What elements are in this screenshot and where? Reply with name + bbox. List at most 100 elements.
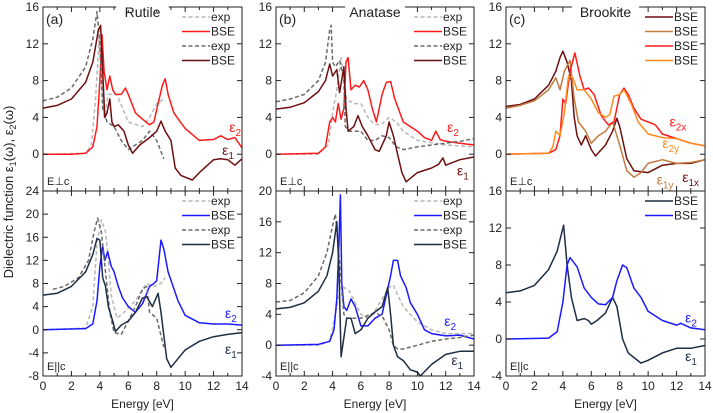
- panel-title: Rutile: [125, 4, 161, 20]
- epsilon-symbol: ε: [685, 348, 691, 364]
- x-tick-label: 8: [386, 379, 393, 393]
- epsilon-subscript: 2: [235, 128, 241, 139]
- x-tick-label: 12: [207, 379, 221, 393]
- y-tick-label: 4: [32, 110, 39, 124]
- legend-label: BSE: [674, 194, 698, 208]
- y-tick-label: 16: [489, 184, 503, 198]
- epsilon-subscript: 2: [453, 128, 459, 139]
- legend-label: exp: [211, 223, 231, 237]
- legend-label: BSE: [674, 39, 698, 53]
- title-gap: [345, 5, 405, 10]
- series-line-eps2-exp: [43, 38, 165, 155]
- legend-label: exp: [211, 194, 231, 208]
- epsilon-symbol: ε: [657, 172, 663, 188]
- epsilon-symbol: ε: [669, 114, 675, 130]
- curve-annotation: ε2: [447, 119, 459, 139]
- curve-annotation: ε2x: [669, 114, 686, 134]
- x-tick-label: 10: [411, 379, 425, 393]
- epsilon-symbol: ε: [444, 313, 450, 329]
- y-tick-label: 16: [26, 230, 40, 244]
- x-tick-label: 4: [329, 379, 336, 393]
- x-tick-label: 6: [125, 379, 132, 393]
- y-tick-label: 8: [32, 74, 39, 88]
- curve-annotation: ε2: [685, 309, 697, 329]
- polarization-label: E||c: [510, 361, 529, 373]
- y-tick-label: -4: [261, 369, 272, 383]
- legend-label: BSE: [443, 238, 467, 252]
- x-tick-label: 0: [503, 379, 510, 393]
- epsilon-symbol: ε: [662, 135, 668, 151]
- y-tick-label: -4: [491, 369, 502, 383]
- epsilon-symbol: ε: [225, 305, 231, 321]
- epsilon-symbol: ε: [682, 169, 688, 185]
- series-line-eps1y-bse: [506, 59, 705, 178]
- y-tick-label: -4: [28, 346, 39, 360]
- curve-annotation: ε1: [451, 352, 463, 372]
- epsilon-subscript: 2: [691, 318, 697, 329]
- legend-label: BSE: [674, 25, 698, 39]
- x-tick-label: 6: [358, 379, 365, 393]
- x-axis-label: Energy [eV]: [111, 397, 174, 411]
- series-line-eps2x-bse: [506, 52, 705, 155]
- y-tick-label: 4: [265, 307, 272, 321]
- y-tick-label: 20: [259, 184, 273, 198]
- x-tick-label: 12: [439, 379, 453, 393]
- legend-label: exp: [211, 10, 231, 24]
- epsilon-symbol: ε: [685, 309, 691, 325]
- epsilon-symbol: ε: [457, 162, 463, 178]
- series-line-eps1x-bse: [506, 50, 705, 174]
- polarization-label: E⊥c: [510, 176, 533, 188]
- y-tick-label: 16: [489, 0, 503, 14]
- panel-title: Anatase: [349, 4, 401, 20]
- legend-label: exp: [443, 223, 463, 237]
- legend-label: exp: [443, 194, 463, 208]
- polarization-label: E||c: [47, 361, 66, 373]
- y-tick-label: 4: [495, 110, 502, 124]
- y-tick-label: 16: [26, 0, 40, 14]
- curve-annotation: ε1: [685, 348, 697, 368]
- y-tick-label: 4: [495, 295, 502, 309]
- x-tick-label: 10: [641, 379, 655, 393]
- x-tick-label: 0: [273, 379, 280, 393]
- series-line-eps1-exp: [52, 217, 165, 348]
- series-line-eps1-exp: [43, 10, 165, 160]
- epsilon-symbol: ε: [451, 352, 457, 368]
- curve-annotation: ε2: [444, 313, 456, 333]
- series-line-eps2-bse: [43, 33, 242, 155]
- x-tick-label: 14: [698, 379, 712, 393]
- y-tick-label: 12: [26, 37, 40, 51]
- epsilon-subscript: 2: [451, 322, 457, 333]
- epsilon-symbol: ε: [225, 341, 231, 357]
- epsilon-subscript: 1: [458, 361, 464, 372]
- epsilon-symbol: ε: [229, 119, 235, 135]
- y-label-part: 1: [8, 161, 18, 166]
- y-tick-label: 12: [259, 37, 273, 51]
- x-tick-label: 8: [153, 379, 160, 393]
- curve-annotation: ε2: [225, 305, 237, 325]
- legend-label: BSE: [211, 25, 235, 39]
- legend-label: BSE: [211, 238, 235, 252]
- curve-annotation: ε1x: [682, 169, 699, 189]
- x-tick-label: 6: [588, 379, 595, 393]
- x-tick-label: 2: [531, 379, 538, 393]
- x-tick-label: 2: [68, 379, 75, 393]
- y-tick-label: 16: [259, 0, 273, 14]
- y-tick-label: 4: [265, 110, 272, 124]
- epsilon-subscript: 1: [231, 350, 237, 361]
- y-tick-label: 12: [489, 221, 503, 235]
- polarization-label: E||c: [280, 361, 299, 373]
- y-tick-label: 12: [259, 246, 273, 260]
- legend-label: exp: [211, 39, 231, 53]
- panel-letter: (b): [279, 11, 296, 27]
- epsilon-subscript: 2y: [669, 144, 680, 155]
- x-tick-label: 0: [40, 379, 47, 393]
- polarization-label: E⊥c: [280, 176, 303, 188]
- y-tick-label: 0: [32, 323, 39, 337]
- series-line-eps1-bse: [276, 221, 474, 376]
- x-tick-label: 4: [560, 379, 567, 393]
- x-axis-label: Energy [eV]: [574, 397, 637, 411]
